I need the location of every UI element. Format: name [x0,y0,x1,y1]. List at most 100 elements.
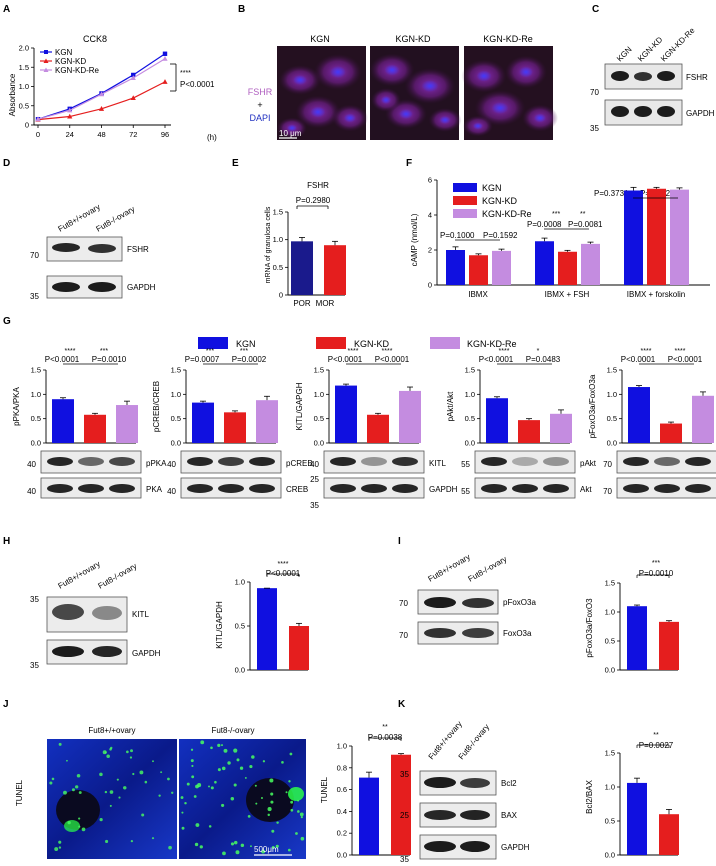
tunel-dot [191,764,194,768]
if-stain-plus: + [257,100,262,110]
chart-a-legend-marker [43,67,49,72]
chart-j-ylabel: TUNEL [320,776,329,803]
chart-e-x-label: MOR [316,299,335,308]
tunel-dot [184,801,187,805]
chart-f-s2a: *** [552,211,560,218]
chart-f-x-label: IBMX + FSH [545,290,590,299]
g-subpanel-bar [660,423,682,443]
g-blot-top [474,450,576,474]
tunel-dot [109,748,112,751]
if-scale-text: 10 μm [279,129,302,138]
tunel-dot [250,845,252,848]
chart-f-2-bar [624,190,643,285]
chart-f-2-bar [670,189,689,285]
panel-k-chart: Bcl2/BAX ** P=0.0027 0.0 0.5 1.0 1.5 [585,732,679,860]
chart-e-title: FSHR [307,181,329,190]
chart-a-y-tick-label: 0 [25,121,29,130]
chartJ-y-tick-label: 1.0 [337,742,347,751]
g-blot-mw: 40 [167,487,176,496]
tunel-dot [270,800,274,804]
if-nucleus [381,96,391,104]
g-blot-mw: 70 [603,460,612,469]
tunel-dot [288,780,291,783]
h-band-label-kitl: KITL [132,610,149,619]
g-subpanel-sig: **** [675,348,686,355]
panel-c-blot: KGN KGN-KD KGN-KD-Re FSHR GAPDH 70 35 [590,26,715,133]
c-band-gapdh [634,106,652,117]
panel-j-images: Fut8+/+ovary Fut8-/-ovary TUNEL 500μm [15,726,306,859]
chart-f-legend-label: KGN-KD-Re [482,209,532,219]
g-blot-mw: 55 [461,460,470,469]
chart-a-point [67,107,73,113]
c-band-fshr [657,71,675,81]
tunel-dot [144,780,148,784]
chartK-y-tick-label: 1.5 [605,749,615,758]
chart-a-xunit: (h) [207,133,217,142]
panel-label-d: D [3,158,10,169]
g-subpanel-pval: P=0.0007 [185,355,220,364]
g-band-bottom [392,484,418,493]
tunel-dot [51,777,55,781]
tunel-dot [152,760,154,763]
tunel-dot [66,759,68,762]
chart-f-0-bar [469,255,488,285]
chart-f-0-bar [492,250,511,285]
g-blot-mw: 40 [27,460,36,469]
g-legend-kd: KGN-KD [354,339,390,349]
k-mw-35b: 35 [400,855,409,864]
tunel-dot [78,817,81,820]
k-band-label-bcl2: Bcl2 [501,779,517,788]
g-band-top [361,457,387,466]
chartK-y-tick-label: 0.5 [605,817,615,826]
g-subpanel-y-tick-label: 1.5 [314,366,324,375]
tunel-dot [223,748,228,753]
g-subpanel-y-tick-label: 0.0 [465,439,475,448]
h-band-kitl [92,606,122,620]
panel-f-chart: cAMP (nmol/L) KGN KGN-KD KGN-KD-Re P=0.100… [410,176,710,299]
panel-i-blot: Fut8+/+ovary Fut8-/-ovary pFoxO3a FoxO3a… [399,552,536,645]
g-subpanel-pval: P<0.0001 [479,355,514,364]
g-subpanel-bar [335,385,357,443]
tunel-dot [49,781,53,785]
chartI-y-tick-label: 0.5 [605,637,615,646]
tunel-dot [299,812,304,817]
g-subpanel-bar [628,387,650,443]
g-blot-mw: 55 [461,487,470,496]
tunel-dot [139,770,144,775]
tunel-dot [290,800,294,804]
g-subpanel-bar [550,413,572,443]
g-subpanel-y-tick-label: 0.0 [31,439,41,448]
if-nucleus [421,80,439,92]
chart-e-ylabel: mRNA of granulosa cells [265,206,272,283]
tunel-dot [260,797,263,800]
tunel-dot [208,785,210,788]
c-band-gapdh [611,106,629,117]
chart-a-point [67,113,73,119]
i-blot-foxo3a [417,621,499,645]
k-band-bcl2 [460,778,490,788]
i-mw-70b: 70 [399,631,408,640]
g-subpanel-y-tick-label: 1.5 [31,366,41,375]
g-subpanel-pval: P<0.0001 [621,355,656,364]
if-stain-fshr: FSHR [248,87,273,97]
g-band-bottom [512,484,538,493]
tunel-dot [285,791,288,794]
c-band-label-fshr: FSHR [686,73,708,82]
k-band-gapdh [424,841,456,852]
if-nucleus [519,66,533,78]
i-bands [424,597,494,638]
g-band-bottom [361,484,387,493]
panel-a-chart: CCK8 Absorbance (h) **** P<0.0001 KGNKGN… [8,34,217,142]
h-mw-35b: 35 [30,661,39,670]
i-lane-ko: Fut8-/-ovary [467,554,509,583]
chart-f-1-bar [535,241,554,285]
tunel-dot [199,845,203,849]
d-band-label-fshr: FSHR [127,245,149,254]
h-lane-ko: Fut8-/-ovary [97,561,139,590]
g-subpanel-pval: P=0.0010 [92,355,127,364]
tunel-follicle [56,790,100,830]
tunel-dot [168,845,172,850]
d-mw-70: 70 [30,251,39,260]
d-bands [52,243,116,292]
